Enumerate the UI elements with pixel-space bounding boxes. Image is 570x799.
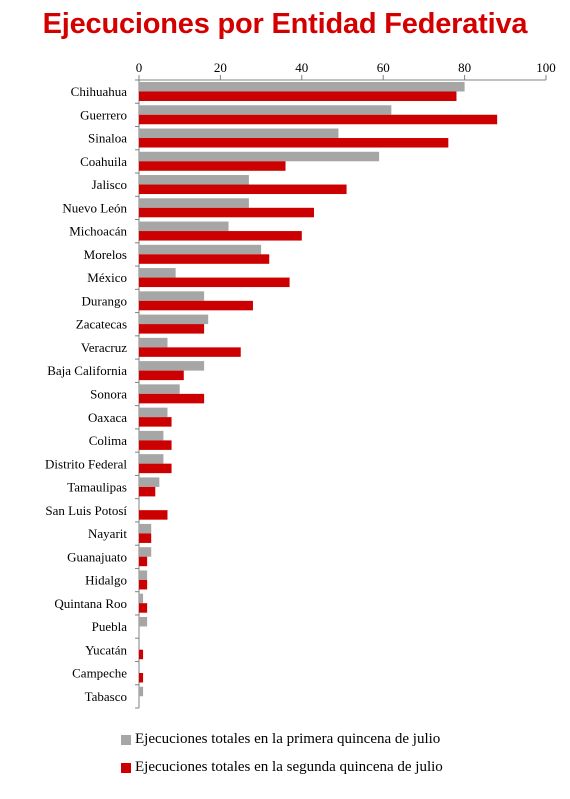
category-label: Chihuahua xyxy=(71,84,128,99)
bar-second-half xyxy=(139,533,152,543)
category-label: Veracruz xyxy=(81,340,127,355)
bar-second-half xyxy=(139,603,148,613)
bar-second-half xyxy=(139,300,253,311)
bar-first-half xyxy=(139,82,465,92)
bar-first-half xyxy=(139,175,249,185)
bar-first-half xyxy=(139,244,262,255)
category-label: Colima xyxy=(89,433,128,448)
category-label: Oaxaca xyxy=(88,410,127,425)
category-label: San Luis Potosí xyxy=(45,503,127,518)
bar-second-half xyxy=(139,277,290,288)
bar-second-half xyxy=(139,579,148,590)
bar-second-half xyxy=(139,91,457,101)
category-label: Guanajuato xyxy=(67,549,127,564)
x-tick-label: 60 xyxy=(377,60,390,75)
bar-first-half xyxy=(139,407,168,418)
bar-second-half xyxy=(139,161,286,171)
category-label: Jalisco xyxy=(92,177,127,192)
bar-second-half xyxy=(139,370,184,381)
bar-second-half xyxy=(139,324,205,334)
category-label: Morelos xyxy=(84,247,127,262)
bar-first-half xyxy=(139,361,205,371)
x-tick-label: 40 xyxy=(295,60,308,75)
bar-first-half xyxy=(139,430,164,441)
bar-second-half xyxy=(139,417,172,427)
category-label: Hidalgo xyxy=(85,573,127,588)
legend-label-second: Ejecuciones totales en la segunda quince… xyxy=(135,759,443,775)
bar-first-half xyxy=(139,384,180,394)
category-label: Durango xyxy=(82,293,128,308)
bar-second-half xyxy=(139,231,302,241)
category-label: México xyxy=(87,270,127,285)
category-label: Guerrero xyxy=(80,107,127,122)
bar-second-half xyxy=(139,138,449,148)
bar-second-half xyxy=(139,207,315,218)
x-tick-label: 20 xyxy=(214,60,227,75)
legend-label-first: Ejecuciones totales en la primera quince… xyxy=(135,731,441,747)
bar-first-half xyxy=(139,547,152,557)
category-label: Nayarit xyxy=(88,526,127,541)
category-label: Puebla xyxy=(92,619,128,634)
bar-second-half xyxy=(139,510,168,520)
bar-second-half xyxy=(139,114,498,125)
bar-first-half xyxy=(139,593,144,604)
category-label: Michoacán xyxy=(69,224,127,239)
bar-first-half xyxy=(139,477,160,487)
category-label: Baja California xyxy=(47,363,127,378)
bar-first-half xyxy=(139,291,205,301)
x-tick-label: 100 xyxy=(536,60,556,75)
legend-swatch-first xyxy=(121,734,131,745)
legend-swatch-second xyxy=(121,762,131,773)
category-label: Coahuila xyxy=(80,154,127,169)
category-label: Campeche xyxy=(72,666,127,681)
bar-second-half xyxy=(139,347,241,357)
bar-first-half xyxy=(139,221,229,232)
bar-second-half xyxy=(139,393,205,404)
category-label: Sinaloa xyxy=(88,131,127,146)
category-label: Zacatecas xyxy=(76,317,127,332)
bar-first-half xyxy=(139,268,176,278)
bar-first-half xyxy=(139,337,168,348)
category-label: Nuevo León xyxy=(62,200,127,215)
bar-second-half xyxy=(139,440,172,450)
category-label: Sonora xyxy=(90,387,127,402)
bar-first-half xyxy=(139,105,392,115)
bar-second-half xyxy=(139,672,144,683)
legend-item-second: Ejecuciones totales en la segunda quince… xyxy=(121,759,443,776)
bar-second-half xyxy=(139,649,144,660)
bar-second-half xyxy=(139,556,148,567)
bar-first-half xyxy=(139,314,209,325)
legend-item-first: Ejecuciones totales en la primera quince… xyxy=(121,731,440,748)
category-label: Tabasco xyxy=(85,689,127,704)
x-tick-label: 0 xyxy=(136,60,143,75)
bar-second-half xyxy=(139,463,172,474)
x-tick-label: 80 xyxy=(458,60,471,75)
category-label: Distrito Federal xyxy=(45,456,127,471)
bar-first-half xyxy=(139,616,148,627)
bar-first-half xyxy=(139,570,148,580)
bar-first-half xyxy=(139,198,249,208)
category-label: Tamaulipas xyxy=(67,480,127,495)
bar-second-half xyxy=(139,184,347,195)
chart-title: Ejecuciones por Entidad Federativa xyxy=(42,8,528,40)
bar-second-half xyxy=(139,486,156,497)
bar-first-half xyxy=(139,523,152,534)
bar-first-half xyxy=(139,128,339,139)
bar-second-half xyxy=(139,254,270,264)
bar-first-half xyxy=(139,151,380,162)
bar-first-half xyxy=(139,454,164,464)
category-label: Yucatán xyxy=(85,642,127,657)
category-label: Quintana Roo xyxy=(54,596,127,611)
bar-first-half xyxy=(139,686,144,697)
